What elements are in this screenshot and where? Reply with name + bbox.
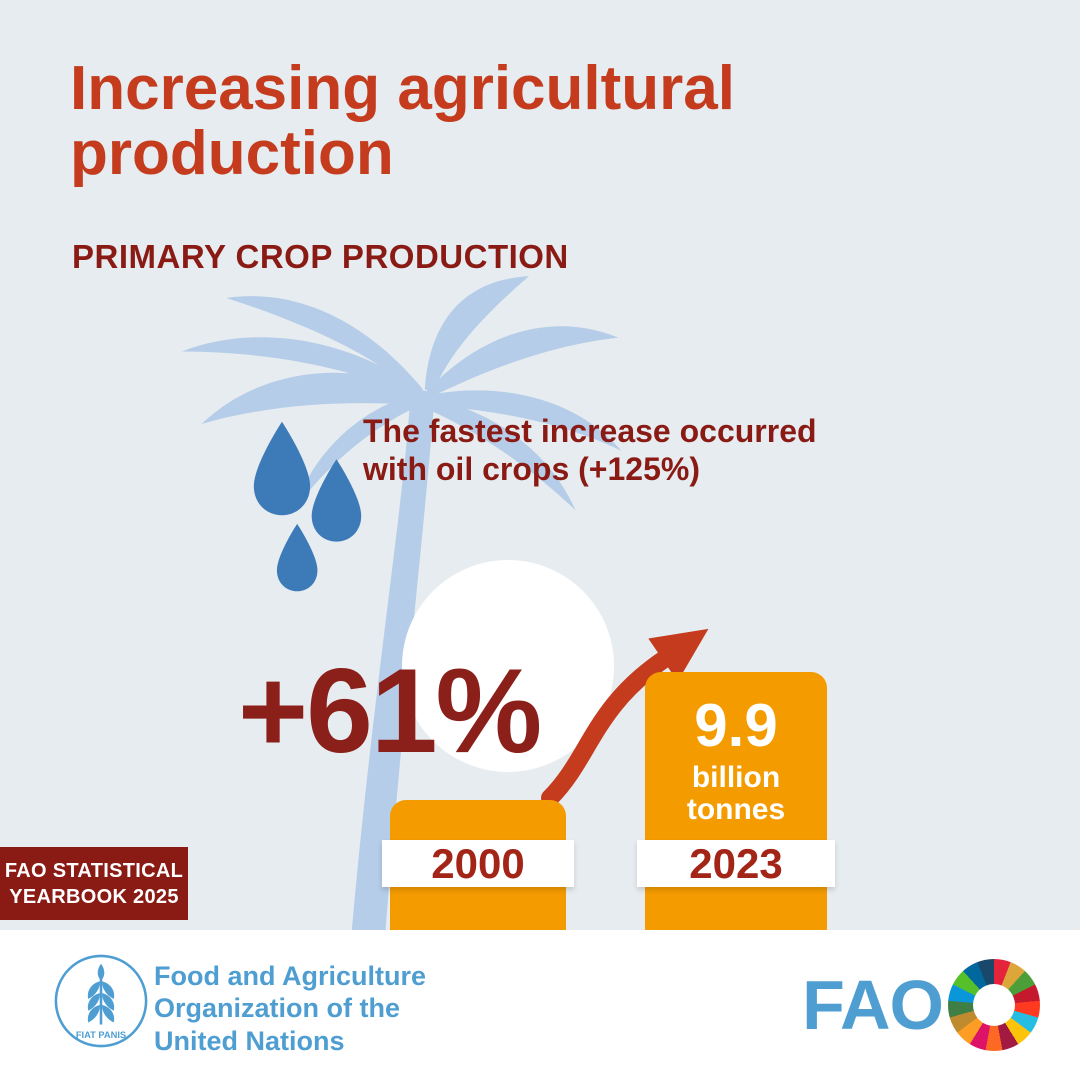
water-drops-icon [253,421,362,592]
bar-2023-unit: billion tonnes [645,761,827,827]
yearbook-badge: FAO STATISTICAL YEARBOOK 2025 [0,847,188,920]
bar-2023-unit-line-1: billion [691,761,781,794]
callout-text: The fastest increase occurred with oil c… [363,412,817,489]
fao-emblem-logo: FIAT PANIS [54,954,148,1048]
callout-line-2: with oil crops (+125%) [363,451,700,488]
yearbook-badge-line-1: FAO STATISTICAL [4,859,184,882]
page-title: Increasing agricultural production [70,54,735,189]
yearbook-badge-line-2: YEARBOOK 2025 [9,885,179,908]
bar-2023-value: 9.9 [694,692,778,759]
percent-change-label: +61% [238,644,542,778]
fao-sdg-lockup: FAO [802,930,1040,1080]
sdg-wheel-logo [948,959,1040,1051]
callout-line-1: The fastest increase occurred [363,413,817,449]
year-label-2023: 2023 [637,840,835,887]
fao-org-name: Food and Agriculture Organization of the… [154,960,426,1057]
year-label-2000: 2000 [382,840,574,887]
page-subtitle: PRIMARY CROP PRODUCTION [72,238,569,275]
fao-org-line-3: United Nations [154,1025,345,1056]
growth-arrow-icon [541,628,709,807]
footer: FIAT PANIS Food and Agriculture Organiza… [0,930,1080,1080]
fao-org-line-2: Organization of the [154,993,400,1024]
bar-2023: 9.9 billion tonnes [645,672,827,930]
fao-wordmark: FAO [802,966,944,1044]
fao-org-line-1: Food and Agriculture [154,961,426,991]
fao-emblem-motto: FIAT PANIS [76,1030,126,1040]
highlight-circle [402,560,614,772]
palm-tree-icon [181,276,622,935]
bar-2023-unit-line-2: tonnes [686,793,786,827]
